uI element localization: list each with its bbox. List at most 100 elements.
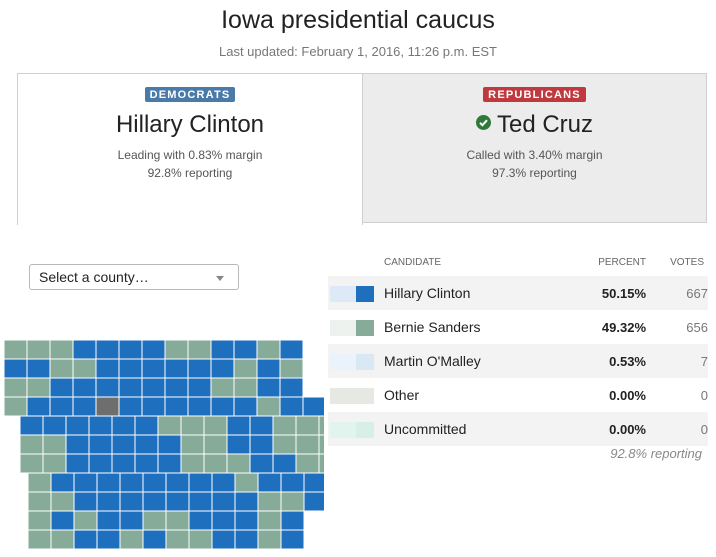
county-cell[interactable] bbox=[72, 340, 97, 360]
county-cell[interactable] bbox=[50, 510, 75, 531]
table-row[interactable]: Martin O'Malley 0.53% 7 bbox=[328, 344, 708, 378]
county-cell[interactable] bbox=[211, 510, 236, 531]
democrats-card[interactable]: DEMOCRATS Hillary Clinton Leading with 0… bbox=[17, 73, 363, 225]
county-cell[interactable] bbox=[210, 377, 235, 398]
county-cell[interactable] bbox=[210, 358, 235, 379]
county-cell[interactable] bbox=[188, 529, 213, 550]
county-cell[interactable] bbox=[280, 510, 305, 531]
county-cell[interactable] bbox=[27, 472, 52, 493]
county-cell[interactable] bbox=[256, 396, 281, 417]
county-cell[interactable] bbox=[295, 415, 320, 436]
table-row[interactable]: Hillary Clinton 50.15% 667 bbox=[328, 276, 708, 310]
county-cell[interactable] bbox=[88, 453, 113, 474]
county-cell[interactable] bbox=[256, 358, 281, 379]
county-cell[interactable] bbox=[234, 472, 259, 493]
county-cell[interactable] bbox=[65, 415, 90, 436]
county-cell[interactable] bbox=[49, 358, 74, 379]
county-cell[interactable] bbox=[88, 415, 113, 436]
county-cell[interactable] bbox=[203, 415, 228, 436]
county-cell[interactable] bbox=[279, 340, 304, 360]
county-cell[interactable] bbox=[27, 529, 52, 550]
county-cell[interactable] bbox=[234, 510, 259, 531]
county-cell[interactable] bbox=[157, 415, 182, 436]
county-cell[interactable] bbox=[257, 491, 282, 512]
county-cell[interactable] bbox=[65, 453, 90, 474]
county-cell[interactable] bbox=[318, 453, 324, 474]
county-cell[interactable] bbox=[95, 377, 120, 398]
county-cell[interactable] bbox=[26, 377, 51, 398]
county-cell[interactable] bbox=[157, 434, 182, 455]
county-cell[interactable] bbox=[233, 377, 258, 398]
county-cell[interactable] bbox=[257, 529, 282, 550]
county-cell[interactable] bbox=[141, 396, 166, 417]
county-cell[interactable] bbox=[134, 453, 159, 474]
county-cell[interactable] bbox=[73, 472, 98, 493]
county-cell[interactable] bbox=[180, 434, 205, 455]
county-cell[interactable] bbox=[142, 529, 167, 550]
county-cell[interactable] bbox=[119, 472, 144, 493]
county-cell[interactable] bbox=[279, 396, 304, 417]
county-cell[interactable] bbox=[50, 529, 75, 550]
county-cell[interactable] bbox=[27, 510, 52, 531]
county-cell[interactable] bbox=[88, 434, 113, 455]
county-cell[interactable] bbox=[3, 377, 28, 398]
table-row[interactable]: Other 0.00% 0 bbox=[328, 378, 708, 412]
county-cell[interactable] bbox=[302, 396, 324, 417]
county-cell[interactable] bbox=[42, 434, 67, 455]
county-cell[interactable] bbox=[165, 529, 190, 550]
county-cell[interactable] bbox=[318, 415, 324, 436]
county-cell[interactable] bbox=[233, 340, 258, 360]
county-cell[interactable] bbox=[164, 358, 189, 379]
county-cell[interactable] bbox=[234, 491, 259, 512]
county-cell[interactable] bbox=[72, 396, 97, 417]
county-cell[interactable] bbox=[118, 377, 143, 398]
county-cell[interactable] bbox=[279, 377, 304, 398]
county-cell[interactable] bbox=[188, 510, 213, 531]
county-cell[interactable] bbox=[180, 453, 205, 474]
county-cell[interactable] bbox=[50, 472, 75, 493]
county-cell[interactable] bbox=[134, 434, 159, 455]
table-row[interactable]: Uncommitted 0.00% 0 bbox=[328, 412, 708, 446]
county-cell[interactable] bbox=[111, 415, 136, 436]
county-cell[interactable] bbox=[211, 491, 236, 512]
county-cell[interactable] bbox=[188, 472, 213, 493]
county-cell[interactable] bbox=[26, 340, 51, 360]
county-cell[interactable] bbox=[19, 434, 44, 455]
county-cell[interactable] bbox=[73, 491, 98, 512]
county-cell[interactable] bbox=[49, 340, 74, 360]
county-cell[interactable] bbox=[180, 415, 205, 436]
county-cell[interactable] bbox=[280, 472, 305, 493]
county-cell[interactable] bbox=[303, 472, 324, 493]
county-cell[interactable] bbox=[19, 453, 44, 474]
iowa-county-map[interactable] bbox=[2, 340, 324, 550]
county-cell[interactable] bbox=[295, 453, 320, 474]
county-cell[interactable] bbox=[272, 434, 297, 455]
county-cell[interactable] bbox=[19, 415, 44, 436]
county-cell[interactable] bbox=[272, 415, 297, 436]
county-cell[interactable] bbox=[72, 377, 97, 398]
county-cell[interactable] bbox=[3, 358, 28, 379]
county-cell[interactable] bbox=[141, 358, 166, 379]
county-cell[interactable] bbox=[95, 396, 120, 417]
county-cell[interactable] bbox=[134, 415, 159, 436]
county-cell[interactable] bbox=[303, 491, 324, 512]
county-cell[interactable] bbox=[165, 491, 190, 512]
county-cell[interactable] bbox=[164, 377, 189, 398]
county-cell[interactable] bbox=[234, 529, 259, 550]
county-cell[interactable] bbox=[141, 377, 166, 398]
county-cell[interactable] bbox=[95, 358, 120, 379]
county-cell[interactable] bbox=[142, 472, 167, 493]
county-cell[interactable] bbox=[210, 396, 235, 417]
county-cell[interactable] bbox=[256, 377, 281, 398]
county-cell[interactable] bbox=[187, 358, 212, 379]
county-cell[interactable] bbox=[96, 510, 121, 531]
county-cell[interactable] bbox=[187, 377, 212, 398]
county-cell[interactable] bbox=[249, 453, 274, 474]
republicans-card[interactable]: REPUBLICANS Ted Cruz Called with 3.40% m… bbox=[362, 73, 707, 223]
county-cell[interactable] bbox=[26, 358, 51, 379]
county-cell[interactable] bbox=[142, 491, 167, 512]
county-cell[interactable] bbox=[111, 453, 136, 474]
county-cell[interactable] bbox=[203, 453, 228, 474]
county-cell[interactable] bbox=[118, 358, 143, 379]
county-cell[interactable] bbox=[111, 434, 136, 455]
